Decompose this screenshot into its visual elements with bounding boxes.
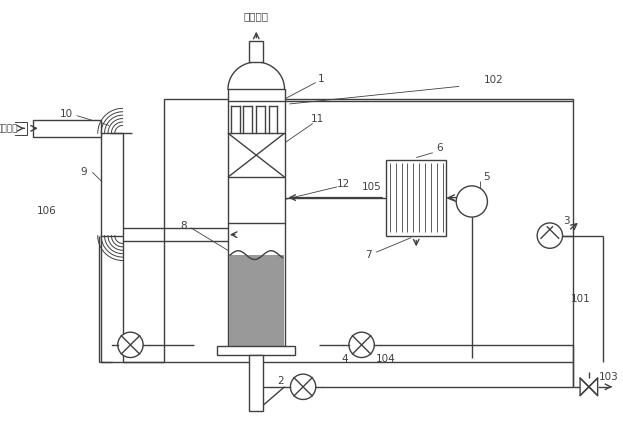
Bar xyxy=(229,255,283,346)
Text: 105: 105 xyxy=(361,182,381,192)
Text: 11: 11 xyxy=(311,114,325,123)
Bar xyxy=(228,90,285,346)
Bar xyxy=(164,99,573,363)
Text: 103: 103 xyxy=(599,372,618,382)
Text: 104: 104 xyxy=(376,355,396,365)
Text: 106: 106 xyxy=(37,206,57,216)
Text: 101: 101 xyxy=(571,294,591,304)
Bar xyxy=(249,41,263,62)
Bar xyxy=(33,120,101,137)
Circle shape xyxy=(290,374,316,400)
Text: 8: 8 xyxy=(180,221,186,231)
Circle shape xyxy=(456,186,487,217)
Circle shape xyxy=(349,332,374,358)
Text: 12: 12 xyxy=(336,179,350,189)
Text: 7: 7 xyxy=(365,250,372,260)
Circle shape xyxy=(537,223,563,248)
Bar xyxy=(0,122,27,135)
Text: 9: 9 xyxy=(80,167,87,177)
Text: 3: 3 xyxy=(563,216,570,226)
Text: 102: 102 xyxy=(483,75,503,85)
Text: 6: 6 xyxy=(436,143,443,153)
Polygon shape xyxy=(589,378,597,396)
Text: 5: 5 xyxy=(483,172,490,182)
Text: 4: 4 xyxy=(341,355,348,365)
Bar xyxy=(101,133,123,235)
Text: 烟气出口: 烟气出口 xyxy=(244,11,269,21)
Circle shape xyxy=(118,332,143,358)
Text: PI: PI xyxy=(467,197,477,206)
Bar xyxy=(386,160,447,235)
Text: 2: 2 xyxy=(277,376,284,386)
Bar xyxy=(249,355,263,411)
Polygon shape xyxy=(580,378,589,396)
Text: 10: 10 xyxy=(60,108,73,119)
Bar xyxy=(217,346,295,355)
Text: 烟气进口: 烟气进口 xyxy=(0,124,18,133)
Text: 1: 1 xyxy=(317,74,324,84)
